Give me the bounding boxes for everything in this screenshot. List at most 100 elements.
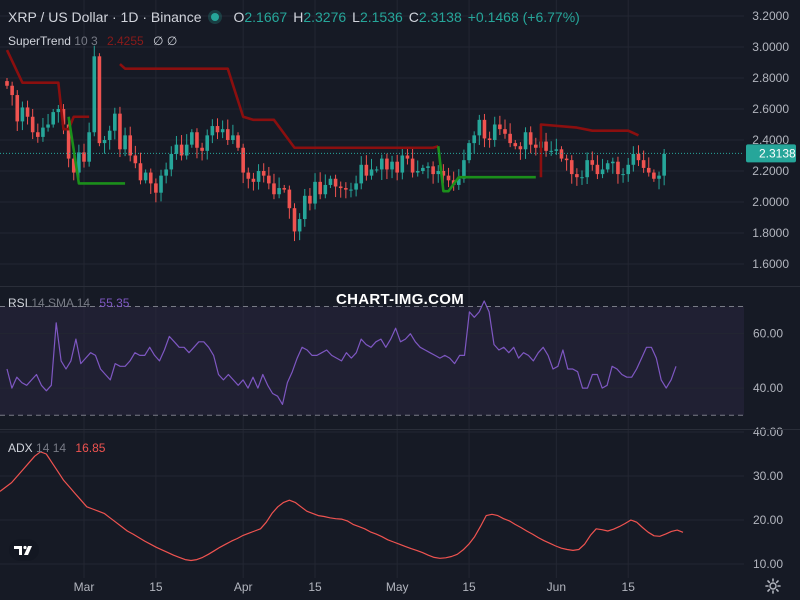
candle-body	[159, 175, 163, 193]
last-price-label: 2.3138	[759, 146, 796, 160]
market-open-status-icon	[211, 13, 220, 21]
ohlc-close: C2.3138	[408, 9, 462, 25]
rsi-axis-tick-label: 40.00	[753, 381, 783, 395]
candle-body	[415, 171, 420, 173]
pane-separator-rsi[interactable]	[0, 286, 800, 287]
rsi-value: 55.35	[99, 296, 130, 310]
candle-body	[462, 160, 466, 179]
ohlc-high: H2.3276	[293, 9, 347, 25]
candle-body	[554, 149, 559, 151]
adx-name: ADX	[8, 441, 33, 455]
candle-body	[487, 138, 492, 140]
price-axis-tick-label: 3.2000	[752, 9, 789, 23]
candle-body	[508, 133, 512, 144]
candle-body	[174, 144, 179, 154]
gear-icon[interactable]	[765, 578, 781, 594]
price-axis-tick-label: 2.0000	[752, 195, 789, 209]
candle-body	[272, 183, 276, 195]
candle-body	[662, 153, 666, 176]
candle-body	[575, 174, 579, 178]
candle-body	[395, 161, 399, 173]
candle-body	[169, 153, 174, 170]
candle-body	[559, 149, 564, 159]
candle-body	[164, 169, 168, 176]
ohlc-low: L2.1536	[352, 9, 403, 25]
candle-body	[123, 135, 127, 150]
candle-body	[652, 172, 656, 179]
candle-body	[600, 169, 605, 175]
candle-body	[641, 160, 646, 168]
pane-separator-adx[interactable]	[0, 429, 800, 430]
candle-body	[77, 152, 81, 173]
candle-body	[190, 132, 194, 145]
candle-body	[359, 164, 364, 184]
candle-body	[36, 132, 40, 137]
rsi-legend[interactable]: RSI 14 SMA 14 55.35	[8, 295, 129, 311]
candle-body	[236, 135, 240, 148]
candle-body	[220, 129, 225, 133]
candle-body	[318, 181, 322, 195]
candle-body	[456, 178, 461, 185]
candle-body	[472, 135, 476, 144]
candle-body	[154, 183, 158, 193]
candle-body	[205, 135, 210, 151]
candle-body	[467, 143, 471, 161]
candle-body	[518, 146, 523, 150]
adx-params: 14 14	[36, 441, 67, 455]
rsi-params: 14 SMA 14	[31, 296, 91, 310]
candle-body	[138, 163, 143, 181]
x-axis-tick-label: Apr	[234, 580, 253, 594]
candle-body	[369, 169, 374, 176]
tradingview-logo[interactable]	[9, 539, 39, 561]
price-axis-tick-label: 1.8000	[752, 226, 789, 240]
candle-body	[148, 172, 153, 184]
supertrend-legend[interactable]: SuperTrend 10 3 2.4255 ∅ ∅	[8, 33, 177, 49]
rsi-line	[6, 300, 677, 405]
candle-body	[605, 163, 610, 170]
candle-body	[646, 167, 651, 173]
candle-body	[580, 177, 584, 179]
watermark: CHART-IMG.COM	[335, 291, 465, 308]
candle-body	[431, 166, 435, 175]
candle-body	[297, 219, 302, 232]
candle-body	[143, 172, 148, 181]
candle-body	[611, 161, 615, 164]
candle-body	[10, 85, 14, 96]
candle-body	[113, 113, 117, 131]
candle-body	[338, 186, 343, 189]
candle-body	[364, 164, 369, 176]
supertrend-params: 10 3	[74, 34, 98, 48]
symbol-title[interactable]: XRP / US Dollar · 1D · Binance	[8, 9, 202, 25]
candle-body	[200, 147, 204, 151]
last-price-tag	[746, 144, 796, 163]
candle-body	[441, 171, 446, 176]
candle-body	[621, 174, 625, 176]
candle-body	[107, 130, 112, 140]
candle-body	[184, 144, 189, 156]
x-axis-tick-label: May	[386, 580, 409, 594]
price-axis-tick-label: 2.2000	[752, 164, 789, 178]
candle-body	[328, 178, 333, 185]
candle-body	[410, 158, 415, 173]
supertrend-uptrend-line	[67, 116, 126, 185]
candle-body	[287, 189, 292, 209]
candle-body	[544, 141, 548, 151]
candle-body	[56, 109, 61, 113]
candle-body	[405, 155, 410, 159]
candle-body	[128, 135, 133, 156]
candle-body	[379, 158, 384, 170]
candle-body	[385, 158, 389, 170]
candle-body	[354, 183, 358, 190]
candle-body	[631, 153, 636, 165]
candle-body	[492, 124, 497, 140]
candle-body	[15, 95, 20, 122]
price-axis-tick-label: 1.6000	[752, 257, 789, 271]
candle-body	[292, 208, 297, 232]
candle-body	[436, 171, 441, 175]
candle-body	[118, 113, 122, 150]
candle-body	[179, 144, 184, 156]
adx-legend[interactable]: ADX 14 14 16.85	[8, 440, 105, 456]
supertrend-empty-value-icons: ∅ ∅	[153, 34, 178, 48]
